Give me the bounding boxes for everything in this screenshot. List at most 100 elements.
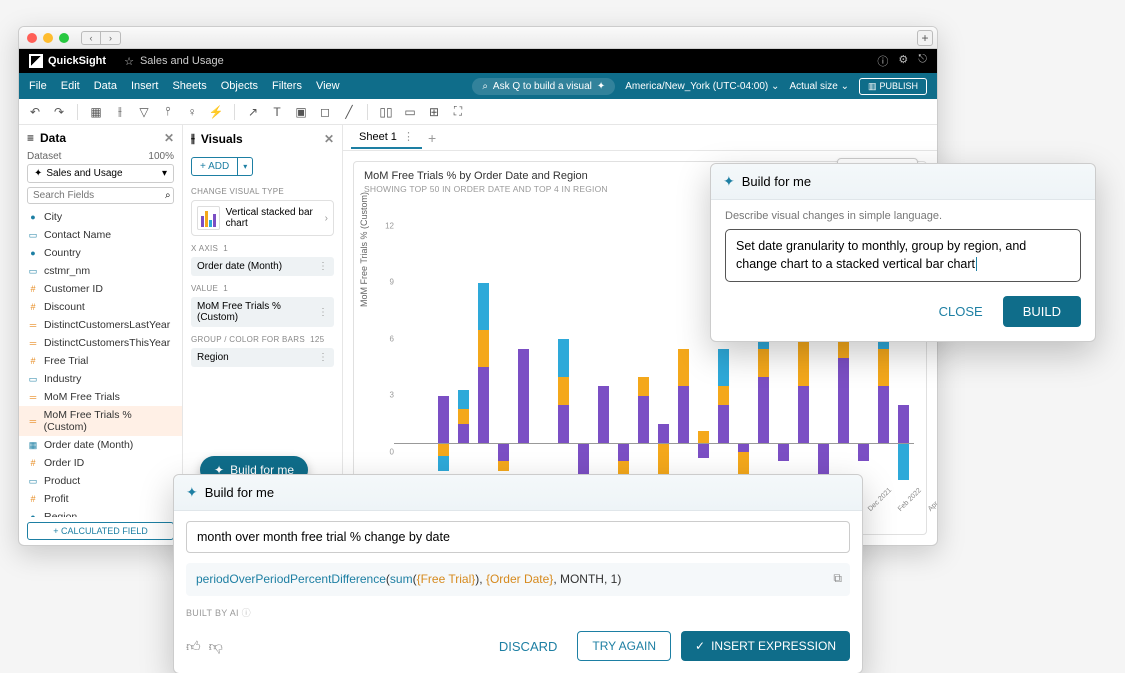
- line-icon[interactable]: ╱: [341, 104, 357, 120]
- nav-back-button[interactable]: ‹: [81, 31, 101, 45]
- menu-objects[interactable]: Objects: [221, 80, 258, 92]
- filter-icon[interactable]: ▽: [136, 104, 152, 120]
- field-item[interactable]: ▭Industry: [19, 370, 182, 388]
- panel-title: Build for me: [205, 485, 274, 500]
- search-input[interactable]: [33, 190, 165, 201]
- fullscreen-icon[interactable]: ⛶: [450, 104, 466, 120]
- add-visual-button[interactable]: + ADD: [191, 157, 238, 176]
- shape-icon[interactable]: ◻: [317, 104, 333, 120]
- field-item[interactable]: ▭Product: [19, 472, 182, 490]
- build-button[interactable]: BUILD: [1003, 296, 1081, 327]
- insert-expression-button[interactable]: ✓ INSERT EXPRESSION: [681, 631, 850, 661]
- visuals-icon: ⫲: [191, 131, 195, 146]
- chart-icon[interactable]: ⫲: [112, 104, 128, 120]
- add-visual-dropdown[interactable]: ▾: [238, 157, 253, 176]
- add-sheet-button[interactable]: +: [428, 130, 436, 146]
- quicksight-icon: [29, 54, 43, 68]
- menu-insert[interactable]: Insert: [131, 80, 159, 92]
- search-icon: ⌕: [482, 81, 488, 92]
- visual-type-selector[interactable]: Vertical stacked bar chart ›: [191, 200, 334, 236]
- query-input[interactable]: month over month free trial % change by …: [186, 521, 850, 553]
- field-item[interactable]: ＝MoM Free Trials: [19, 388, 182, 406]
- new-tab-button[interactable]: +: [917, 30, 933, 46]
- sparkle-icon: ✦: [597, 81, 605, 92]
- info-icon[interactable]: ⓘ: [242, 608, 251, 618]
- field-item[interactable]: ＝DistinctCustomersThisYear: [19, 334, 182, 352]
- menu-view[interactable]: View: [316, 80, 340, 92]
- thumbs-up-icon[interactable]: 👍︎: [186, 638, 201, 655]
- build-for-me-popup: ✦ Build for me Describe visual changes i…: [710, 163, 1096, 342]
- menu-sheets[interactable]: Sheets: [172, 80, 206, 92]
- field-item[interactable]: #Customer ID: [19, 280, 182, 298]
- group-shelf[interactable]: Region⋮: [191, 348, 334, 367]
- trend-icon[interactable]: ↗: [245, 104, 261, 120]
- app-header: QuickSight ☆ Sales and Usage ⓘ ⚙ ⎋: [19, 49, 937, 73]
- nav-fwd-button[interactable]: ›: [101, 31, 121, 45]
- field-item[interactable]: ▭cstmr_nm: [19, 262, 182, 280]
- maximize-dot[interactable]: [59, 33, 69, 43]
- layout3-icon[interactable]: ⊞: [426, 104, 442, 120]
- popup-title: Build for me: [742, 174, 811, 189]
- expression-output: periodOverPeriodPercentDifference(sum({F…: [186, 563, 850, 596]
- mac-titlebar: ‹ › +: [19, 27, 937, 49]
- text-icon[interactable]: T: [269, 104, 285, 120]
- menu-data[interactable]: Data: [94, 80, 117, 92]
- breadcrumb[interactable]: ☆ Sales and Usage: [124, 55, 224, 68]
- sheet-tab-1[interactable]: Sheet 1 ⋮: [351, 126, 422, 149]
- star-icon: ☆: [124, 55, 134, 68]
- try-again-button[interactable]: TRY AGAIN: [577, 631, 671, 661]
- dataset-select[interactable]: ✦ Sales and Usage▾: [27, 164, 174, 183]
- stacked-bar-icon: [197, 206, 220, 230]
- calc-field-button[interactable]: + CALCULATED FIELD: [27, 522, 174, 540]
- field-item[interactable]: ●City: [19, 208, 182, 226]
- redo-icon[interactable]: ↷: [51, 104, 67, 120]
- settings-icon[interactable]: ⚙: [898, 53, 908, 69]
- field-item[interactable]: ▦Order date (Month): [19, 436, 182, 454]
- search-fields[interactable]: ⌕: [27, 187, 174, 204]
- value-shelf[interactable]: MoM Free Trials % (Custom)⋮: [191, 297, 334, 327]
- zoom-selector[interactable]: Actual size ⌄: [789, 81, 849, 92]
- menu-file[interactable]: File: [29, 80, 47, 92]
- field-item[interactable]: #Discount: [19, 298, 182, 316]
- field-item[interactable]: ●Country: [19, 244, 182, 262]
- field-item[interactable]: ●Region: [19, 508, 182, 517]
- visuals-title: Visuals: [201, 132, 243, 146]
- grid-icon[interactable]: ▦: [88, 104, 104, 120]
- field-item[interactable]: #Order ID: [19, 454, 182, 472]
- field-item[interactable]: ▭Contact Name: [19, 226, 182, 244]
- close-dot[interactable]: [27, 33, 37, 43]
- data-panel-title: Data: [40, 131, 66, 145]
- prompt-input[interactable]: Set date granularity to monthly, group b…: [725, 229, 1081, 282]
- param-icon[interactable]: ⫯: [160, 104, 176, 120]
- field-item[interactable]: #Free Trial: [19, 352, 182, 370]
- copy-icon[interactable]: ⧉: [833, 571, 842, 586]
- layout2-icon[interactable]: ▭: [402, 104, 418, 120]
- field-item[interactable]: ＝MoM Free Trials % (Custom): [19, 406, 182, 436]
- action-icon[interactable]: ⚡: [208, 104, 224, 120]
- user-icon[interactable]: ⎋: [918, 53, 927, 69]
- discard-button[interactable]: DISCARD: [489, 633, 568, 660]
- x-axis-shelf[interactable]: Order date (Month)⋮: [191, 257, 334, 276]
- close-button[interactable]: CLOSE: [929, 298, 993, 325]
- thumbs-down-icon[interactable]: 👎︎: [209, 638, 223, 655]
- bulb-icon[interactable]: ♀: [184, 104, 200, 120]
- layout1-icon[interactable]: ▯▯: [378, 104, 394, 120]
- close-visuals-panel[interactable]: ✕: [324, 132, 334, 146]
- field-item[interactable]: ＝DistinctCustomersLastYear: [19, 316, 182, 334]
- undo-icon[interactable]: ↶: [27, 104, 43, 120]
- menu-edit[interactable]: Edit: [61, 80, 80, 92]
- search-icon: ⌕: [165, 190, 171, 201]
- app-logo[interactable]: QuickSight: [29, 54, 106, 68]
- y-axis-label: MoM Free Trials % (Custom): [359, 192, 369, 307]
- timezone-selector[interactable]: America/New_York (UTC-04:00) ⌄: [625, 81, 779, 92]
- ask-q-button[interactable]: ⌕ Ask Q to build a visual ✦: [472, 78, 615, 95]
- help-icon[interactable]: ⓘ: [877, 53, 888, 69]
- minimize-dot[interactable]: [43, 33, 53, 43]
- field-item[interactable]: #Profit: [19, 490, 182, 508]
- publish-button[interactable]: ▥ PUBLISH: [859, 78, 927, 95]
- close-data-panel[interactable]: ✕: [164, 131, 174, 145]
- y-axis: 129630-3: [384, 217, 394, 499]
- menu-filters[interactable]: Filters: [272, 80, 302, 92]
- image-icon[interactable]: ▣: [293, 104, 309, 120]
- field-list: ●City▭Contact Name●Country▭cstmr_nm#Cust…: [19, 208, 182, 517]
